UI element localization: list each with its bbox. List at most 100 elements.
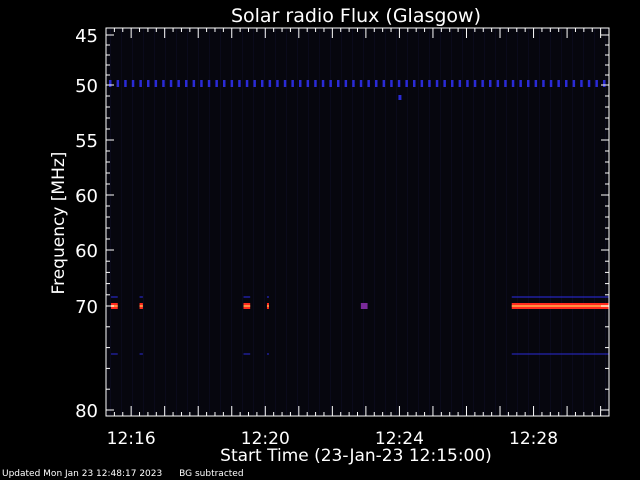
- x-tick-label: 12:24: [375, 429, 424, 449]
- background-stripe: [451, 29, 452, 415]
- interference-band-mark: [200, 80, 203, 87]
- x-tick-label: 12:20: [241, 429, 290, 449]
- background-stripe: [121, 29, 122, 415]
- interference-band-mark: [352, 80, 355, 87]
- emission-band-halo: [266, 296, 269, 298]
- background-stripe: [319, 29, 320, 415]
- y-tick-label: 45: [75, 26, 98, 47]
- interference-band-mark: [359, 80, 363, 87]
- blip-mark: [398, 95, 402, 100]
- interference-band-mark: [154, 80, 158, 87]
- interference-band-mark: [580, 80, 583, 87]
- background-stripe: [165, 29, 166, 415]
- interference-band-mark: [109, 80, 112, 87]
- background-stripe: [198, 29, 199, 415]
- interference-band-mark: [565, 80, 568, 87]
- emission-band-core: [266, 305, 269, 307]
- interference-band-mark: [451, 80, 454, 87]
- background-stripe: [275, 29, 276, 415]
- x-axis-label: Start Time (23-Jan-23 12:15:00): [220, 446, 492, 466]
- emission-band-core: [111, 305, 118, 307]
- background-stripe: [220, 29, 221, 415]
- background-stripe: [572, 29, 573, 415]
- interference-band-mark: [496, 80, 500, 87]
- interference-band-mark: [557, 80, 560, 87]
- background-stripe: [176, 29, 177, 415]
- interference-band-mark: [428, 80, 431, 87]
- background-stripe: [484, 29, 485, 415]
- background-stripe: [407, 29, 408, 415]
- interference-band-mark: [207, 80, 211, 87]
- background-stripe: [374, 29, 375, 415]
- background-stripe: [143, 29, 144, 415]
- interference-band-mark: [534, 80, 538, 87]
- emission-band-harmonic: [111, 353, 118, 355]
- background-stripe: [352, 29, 353, 415]
- emission-band-halo: [511, 296, 609, 298]
- background-stripe: [550, 29, 551, 415]
- interference-band-mark: [299, 80, 302, 87]
- background-stripe: [209, 29, 210, 415]
- emission-band-core: [139, 305, 143, 307]
- emission-band-harmonic: [266, 353, 269, 355]
- interference-band-mark: [595, 80, 598, 87]
- interference-band-mark: [321, 80, 325, 87]
- interference-band-mark: [375, 80, 378, 87]
- interference-band-mark: [337, 80, 340, 87]
- background-stripe: [330, 29, 331, 415]
- background-stripe: [253, 29, 254, 415]
- interference-band-mark: [519, 80, 522, 87]
- emission-band-halo: [111, 296, 118, 298]
- interference-band-mark: [177, 80, 180, 87]
- background-stripe: [110, 29, 111, 415]
- interference-band-mark: [542, 80, 545, 87]
- emission-band-harmonic: [243, 353, 251, 355]
- interference-band-mark: [405, 80, 408, 87]
- footer: Updated Mon Jan 23 12:48:17 2023 BG subt…: [2, 469, 244, 479]
- interference-band-mark: [215, 80, 218, 87]
- interference-band-mark: [329, 80, 332, 87]
- interference-band-mark: [587, 80, 591, 87]
- emission-band-halo: [139, 296, 143, 298]
- background-stripe: [605, 29, 606, 415]
- interference-band-mark: [147, 80, 150, 87]
- background-stripe: [385, 29, 386, 415]
- background-note: BG subtracted: [179, 469, 244, 479]
- interference-band-mark: [603, 80, 606, 87]
- interference-band-mark: [253, 80, 256, 87]
- interference-band-mark: [162, 80, 165, 87]
- emission-band-harmonic: [139, 353, 143, 355]
- interference-band-mark: [367, 80, 370, 87]
- y-tick-label: 70: [75, 297, 98, 318]
- background-stripe: [297, 29, 298, 415]
- interference-band-mark: [435, 80, 439, 87]
- interference-band-mark: [390, 80, 393, 87]
- background-stripe: [429, 29, 430, 415]
- interference-band-mark: [169, 80, 173, 87]
- y-tick-label: 55: [75, 131, 98, 152]
- background-stripe: [594, 29, 595, 415]
- interference-band-mark: [306, 80, 310, 87]
- interference-band-mark: [420, 80, 424, 87]
- background-stripe: [539, 29, 540, 415]
- background-stripe: [473, 29, 474, 415]
- y-axis-label: Frequency [MHz]: [49, 152, 69, 295]
- y-tick-label: 60: [75, 186, 98, 207]
- background-stripe: [506, 29, 507, 415]
- interference-band-mark: [397, 80, 401, 87]
- background-stripe: [528, 29, 529, 415]
- interference-band-mark: [139, 80, 142, 87]
- emission-band-core: [243, 305, 251, 307]
- interference-band-mark: [291, 80, 294, 87]
- emission-band-harmonic: [511, 353, 609, 355]
- interference-band-mark: [473, 80, 477, 87]
- interference-band-mark: [124, 80, 127, 87]
- background-stripe: [154, 29, 155, 415]
- chart-title: Solar radio Flux (Glasgow): [231, 5, 481, 27]
- interference-band-mark: [223, 80, 226, 87]
- emission-band-halo: [243, 296, 251, 298]
- interference-band-mark: [245, 80, 249, 87]
- interference-band-mark: [527, 80, 530, 87]
- background-stripe: [242, 29, 243, 415]
